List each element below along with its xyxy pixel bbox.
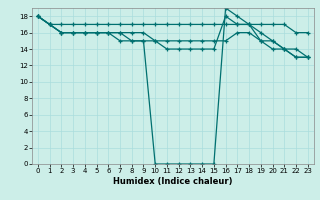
X-axis label: Humidex (Indice chaleur): Humidex (Indice chaleur): [113, 177, 233, 186]
